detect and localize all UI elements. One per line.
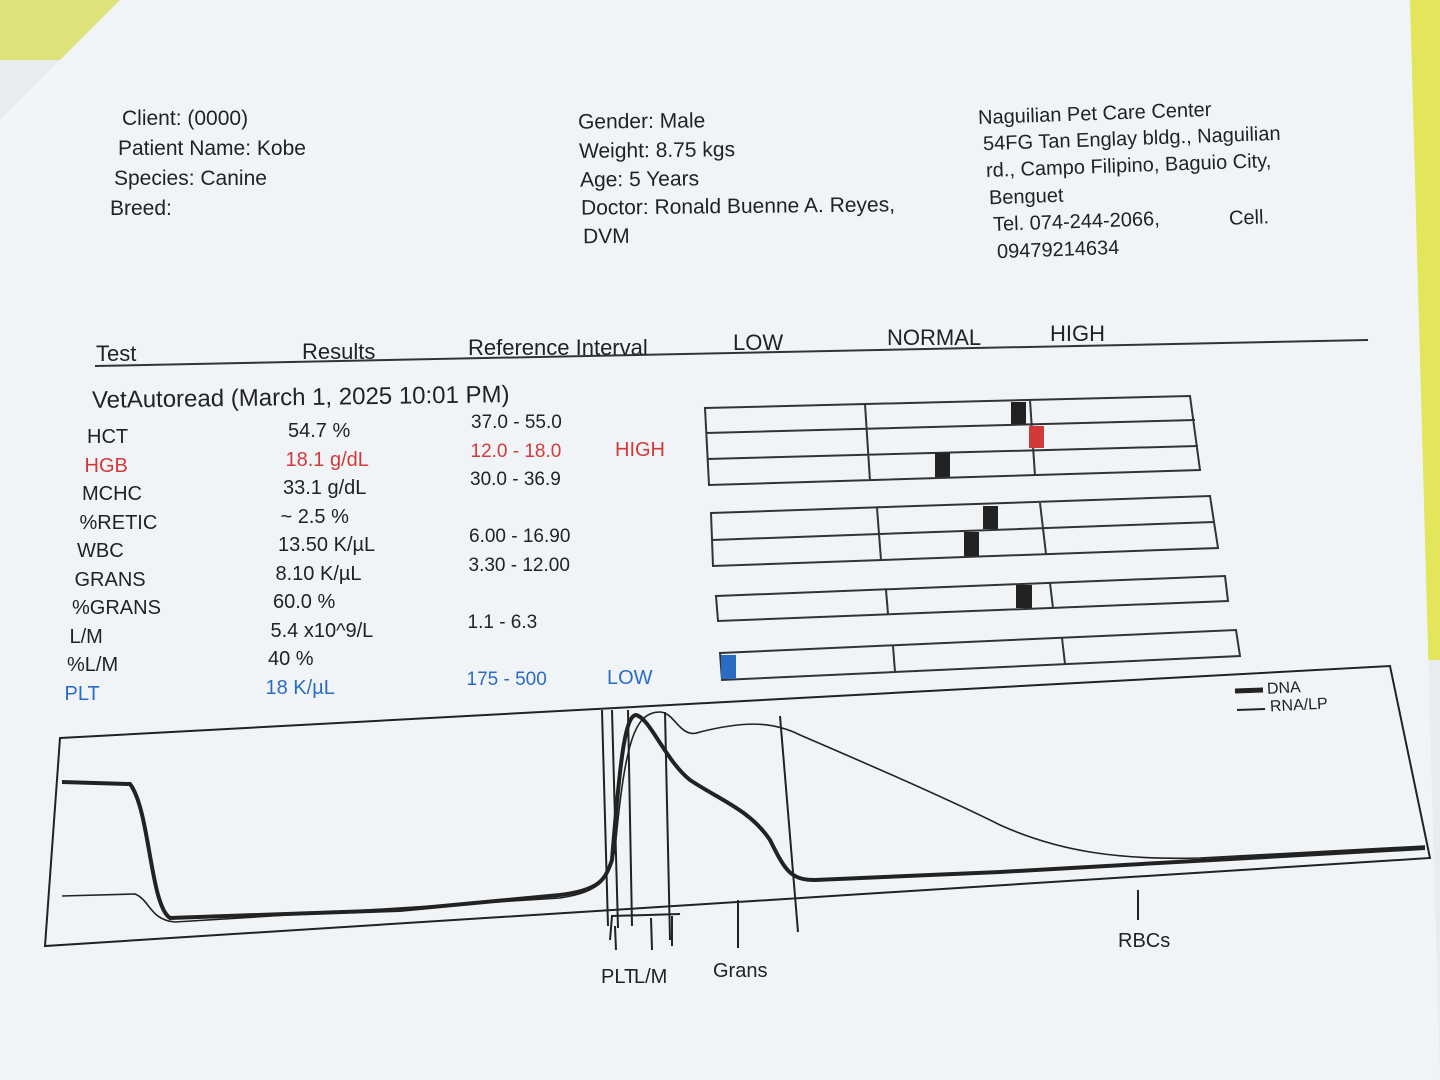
result: 33.1 g/dL — [283, 477, 367, 499]
legend-label: RNA/LP — [1269, 695, 1329, 716]
reference-interval: 1.1 - 6.3 — [467, 611, 538, 633]
test-name: %L/M — [67, 654, 119, 676]
reference-interval: 3.30 - 12.00 — [468, 554, 570, 576]
range-markers — [721, 402, 1044, 679]
column-header: NORMAL — [887, 325, 982, 350]
test-name: GRANS — [74, 568, 146, 591]
test-name: WBC — [77, 540, 124, 562]
result: 60.0 % — [273, 591, 336, 613]
histogram-label: L/M — [634, 966, 668, 988]
histogram-label: Grans — [713, 960, 768, 982]
result: 5.4 x10^9/L — [270, 619, 374, 642]
clinic-field: Cell. — [1228, 206, 1270, 230]
result: 18 K/µL — [265, 676, 335, 699]
histogram-label: PLT — [601, 966, 637, 988]
flag: HIGH — [615, 438, 665, 461]
test-name: MCHC — [82, 483, 142, 505]
test-name: %RETIC — [79, 511, 158, 534]
result: 54.7 % — [288, 420, 351, 442]
result: 40 % — [268, 648, 314, 670]
reference-interval: 30.0 - 36.9 — [470, 469, 561, 490]
result: 18.1 g/dL — [285, 448, 369, 471]
result: ~ 2.5 % — [280, 505, 349, 528]
column-header: Test — [96, 341, 137, 366]
header-rule — [94, 339, 1369, 367]
histogram-label: RBCs — [1118, 930, 1171, 952]
patient-field: Patient Name: Kobe — [118, 137, 306, 160]
reference-interval: 175 - 500 — [466, 668, 547, 690]
flag: LOW — [607, 666, 653, 689]
patient-field: Client: (0000) — [122, 107, 249, 130]
result: 13.50 K/µL — [278, 534, 376, 556]
column-header: Reference Interval — [468, 335, 648, 360]
test-name: L/M — [69, 625, 103, 648]
column-header: HIGH — [1050, 321, 1105, 346]
reference-interval: 37.0 - 55.0 — [471, 412, 562, 433]
clinic-field: 09479214634 — [996, 236, 1120, 264]
visit-field: Age: 5 Years — [579, 167, 700, 192]
patient-field: Breed: — [110, 197, 172, 220]
column-header: LOW — [733, 330, 784, 355]
visit-field: DVM — [582, 224, 630, 249]
test-name: HGB — [84, 454, 128, 477]
column-header: Results — [302, 339, 376, 364]
visit-field: Gender: Male — [577, 109, 706, 134]
reference-interval: 12.0 - 18.0 — [470, 440, 562, 462]
section-title: VetAutoread (March 1, 2025 10:01 PM) — [91, 381, 510, 414]
clinic-field: Benguet — [988, 184, 1064, 210]
histogram — [43, 664, 1432, 951]
legend-label: DNA — [1266, 679, 1302, 698]
result: 8.10 K/µL — [275, 562, 362, 585]
reference-interval: 6.00 - 16.90 — [469, 526, 571, 547]
visit-field: Doctor: Ronald Buenne A. Reyes, — [580, 193, 896, 220]
patient-field: Species: Canine — [114, 167, 267, 190]
test-name: PLT — [64, 682, 100, 705]
test-name: %GRANS — [72, 597, 161, 619]
test-name: HCT — [87, 426, 129, 448]
visit-field: Weight: 8.75 kgs — [578, 138, 736, 163]
